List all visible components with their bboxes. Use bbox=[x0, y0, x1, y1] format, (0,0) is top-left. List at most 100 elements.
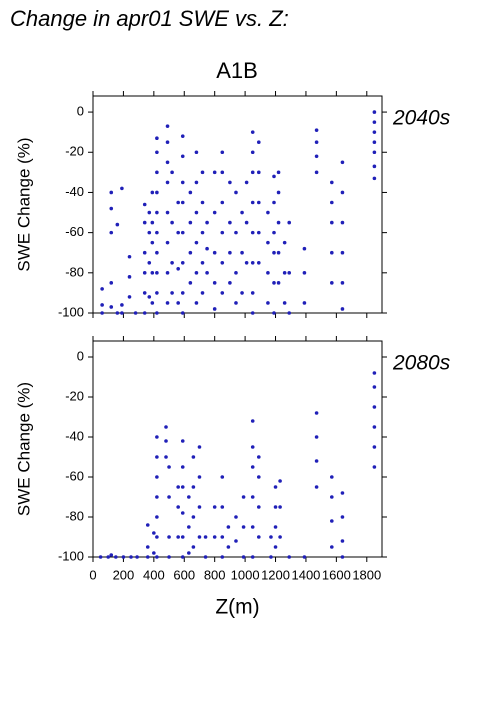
point bbox=[155, 170, 159, 175]
point bbox=[266, 271, 270, 275]
point bbox=[164, 455, 168, 459]
point bbox=[234, 271, 238, 275]
point bbox=[155, 555, 159, 559]
point bbox=[167, 535, 171, 539]
point bbox=[109, 553, 114, 557]
point bbox=[220, 200, 225, 205]
point bbox=[194, 150, 199, 155]
point bbox=[287, 271, 292, 275]
point bbox=[165, 180, 170, 185]
y-tick-label: -80 bbox=[65, 264, 84, 279]
point bbox=[314, 140, 319, 145]
point bbox=[170, 291, 174, 295]
point bbox=[165, 210, 170, 215]
point bbox=[120, 311, 124, 315]
point bbox=[272, 250, 276, 255]
y-tick-label: -40 bbox=[65, 184, 84, 199]
point bbox=[176, 200, 180, 205]
point bbox=[197, 535, 202, 539]
point bbox=[228, 220, 232, 225]
point bbox=[165, 160, 170, 165]
point bbox=[155, 271, 159, 275]
point bbox=[200, 260, 205, 265]
point bbox=[109, 190, 114, 195]
y-tick-label: 0 bbox=[77, 104, 84, 119]
point bbox=[272, 311, 276, 315]
point bbox=[372, 176, 377, 181]
plot-frame bbox=[92, 340, 383, 558]
point bbox=[121, 555, 126, 559]
point bbox=[167, 555, 171, 559]
point bbox=[314, 435, 319, 439]
point bbox=[234, 230, 238, 235]
point bbox=[256, 475, 261, 479]
point bbox=[256, 535, 261, 539]
point bbox=[100, 311, 104, 315]
point bbox=[165, 240, 170, 245]
point bbox=[191, 545, 196, 549]
point bbox=[150, 190, 155, 195]
point bbox=[147, 230, 152, 235]
point bbox=[256, 505, 261, 509]
point bbox=[167, 465, 171, 469]
x-tick-label: 200 bbox=[113, 567, 135, 582]
point bbox=[155, 495, 159, 499]
point bbox=[100, 287, 104, 291]
point bbox=[188, 281, 193, 285]
point bbox=[142, 291, 147, 295]
y-tick-label: 0 bbox=[77, 348, 84, 363]
point bbox=[127, 254, 132, 259]
point bbox=[278, 505, 282, 509]
point bbox=[302, 555, 307, 559]
point bbox=[200, 291, 205, 295]
x-tick-label: 1400 bbox=[291, 567, 320, 582]
point bbox=[109, 281, 114, 285]
point bbox=[180, 511, 185, 515]
point bbox=[155, 230, 159, 235]
point bbox=[250, 555, 255, 559]
point bbox=[273, 485, 278, 489]
point bbox=[220, 475, 225, 479]
point bbox=[287, 311, 292, 315]
point bbox=[205, 246, 209, 251]
point bbox=[147, 260, 152, 265]
point bbox=[200, 230, 205, 235]
point bbox=[282, 301, 287, 305]
point bbox=[287, 555, 292, 559]
point bbox=[170, 170, 174, 175]
point bbox=[176, 266, 180, 271]
point bbox=[106, 555, 111, 559]
point bbox=[150, 240, 155, 245]
point bbox=[170, 220, 174, 225]
point bbox=[155, 475, 159, 479]
point bbox=[194, 180, 199, 185]
point bbox=[276, 190, 281, 195]
point bbox=[250, 150, 255, 155]
point bbox=[109, 206, 114, 211]
point bbox=[340, 491, 345, 495]
point bbox=[180, 180, 185, 185]
point bbox=[372, 140, 377, 145]
point bbox=[273, 505, 278, 509]
point bbox=[340, 555, 345, 559]
point bbox=[194, 210, 199, 215]
point bbox=[145, 545, 150, 549]
point bbox=[250, 291, 255, 295]
point bbox=[197, 445, 202, 449]
point bbox=[191, 485, 196, 489]
point bbox=[155, 250, 159, 255]
point bbox=[212, 281, 217, 285]
point bbox=[302, 271, 307, 275]
point bbox=[142, 271, 147, 275]
point bbox=[176, 535, 180, 539]
point bbox=[98, 555, 103, 559]
x-tick-label: 800 bbox=[204, 567, 226, 582]
point bbox=[180, 555, 185, 559]
point bbox=[188, 190, 193, 195]
point bbox=[155, 455, 159, 459]
point bbox=[203, 535, 208, 539]
point bbox=[256, 455, 261, 459]
point bbox=[340, 220, 345, 225]
y-axis-label: SWE Change (%) bbox=[14, 382, 33, 516]
point bbox=[250, 419, 255, 423]
